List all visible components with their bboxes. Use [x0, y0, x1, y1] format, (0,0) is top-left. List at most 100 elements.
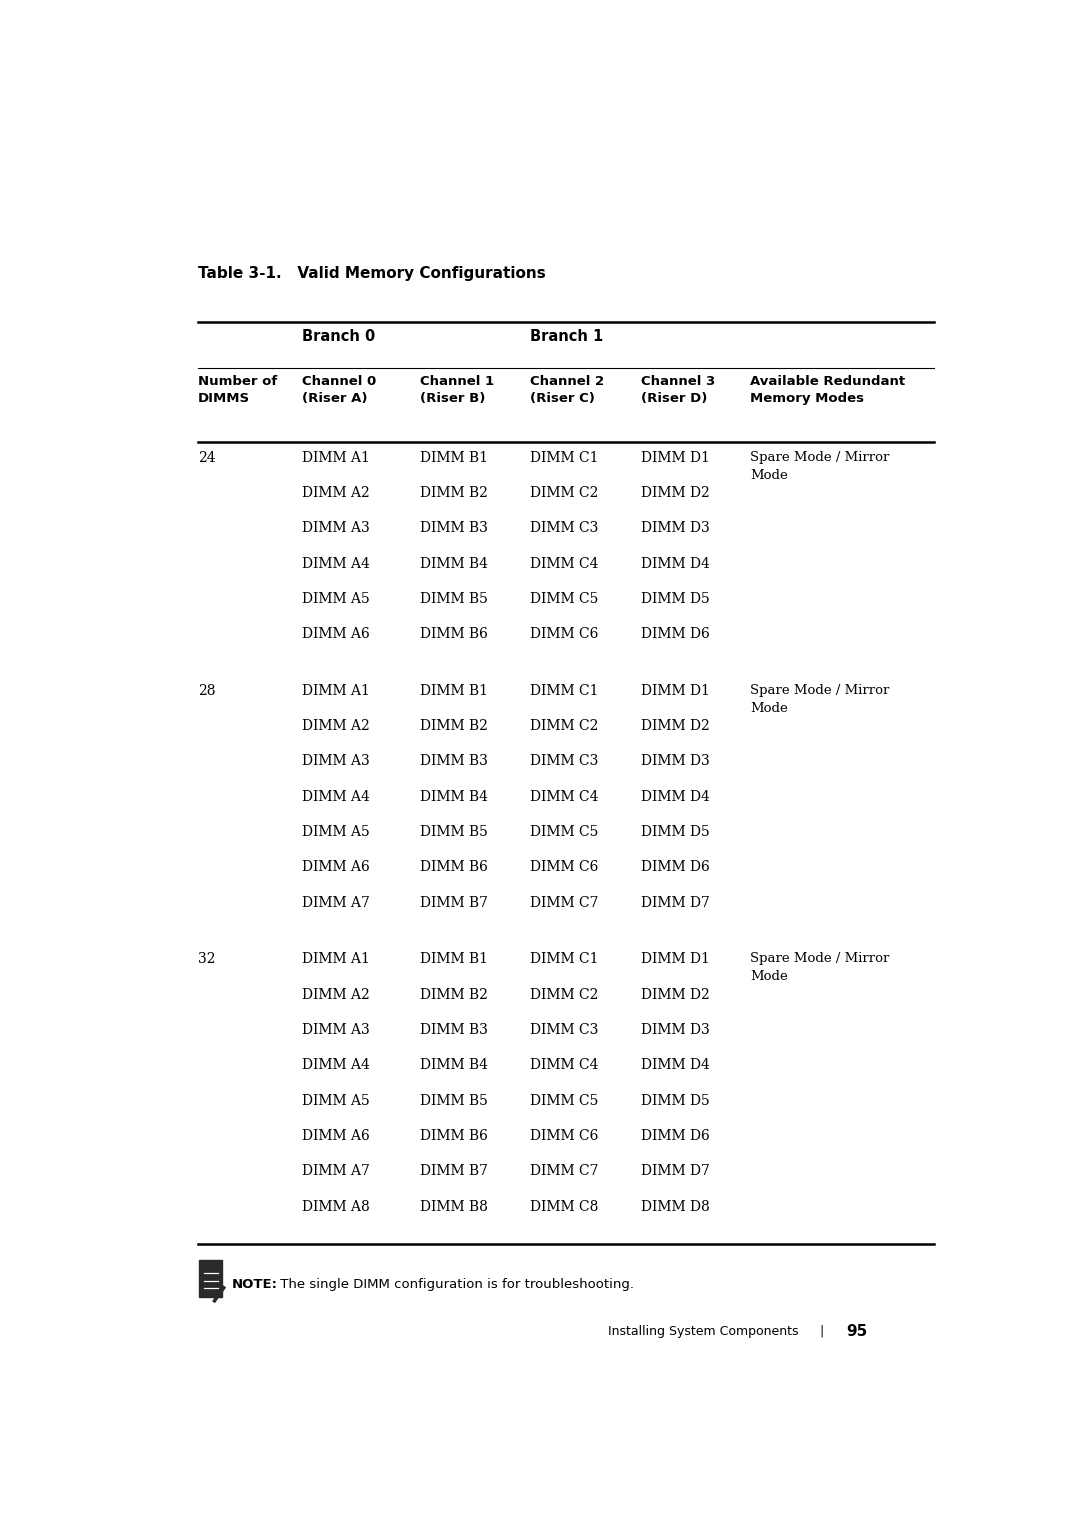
Text: DIMM C3: DIMM C3: [530, 521, 598, 535]
Text: 24: 24: [198, 451, 215, 465]
Text: DIMM C4: DIMM C4: [530, 790, 598, 804]
Text: DIMM A4: DIMM A4: [302, 790, 370, 804]
Text: DIMM D5: DIMM D5: [640, 592, 710, 605]
Text: DIMM C4: DIMM C4: [530, 557, 598, 570]
Text: DIMM D5: DIMM D5: [640, 1093, 710, 1107]
Text: DIMM A6: DIMM A6: [302, 861, 370, 875]
Text: DIMM D4: DIMM D4: [640, 557, 710, 570]
Text: DIMM C5: DIMM C5: [530, 826, 598, 839]
Text: DIMM D3: DIMM D3: [640, 521, 710, 535]
Text: DIMM B6: DIMM B6: [420, 861, 487, 875]
Text: DIMM D2: DIMM D2: [640, 988, 710, 1001]
Text: DIMM D6: DIMM D6: [640, 627, 710, 641]
Text: DIMM B6: DIMM B6: [420, 627, 487, 641]
Text: DIMM C1: DIMM C1: [530, 451, 598, 465]
Text: DIMM D6: DIMM D6: [640, 861, 710, 875]
Text: DIMM C1: DIMM C1: [530, 953, 598, 966]
Text: Channel 0
(Riser A): Channel 0 (Riser A): [302, 376, 377, 405]
Text: DIMM C5: DIMM C5: [530, 1093, 598, 1107]
Text: The single DIMM configuration is for troubleshooting.: The single DIMM configuration is for tro…: [275, 1278, 634, 1292]
Text: DIMM D3: DIMM D3: [640, 1023, 710, 1037]
Text: DIMM A3: DIMM A3: [302, 521, 370, 535]
Text: DIMM B6: DIMM B6: [420, 1128, 487, 1142]
Text: DIMM D1: DIMM D1: [640, 683, 710, 697]
Text: DIMM A4: DIMM A4: [302, 557, 370, 570]
Text: DIMM A5: DIMM A5: [302, 826, 370, 839]
Text: DIMM C7: DIMM C7: [530, 1164, 598, 1179]
Text: DIMM A2: DIMM A2: [302, 719, 370, 734]
Text: DIMM D4: DIMM D4: [640, 790, 710, 804]
Text: DIMM B3: DIMM B3: [420, 521, 487, 535]
Text: DIMM C6: DIMM C6: [530, 861, 598, 875]
Text: Channel 2
(Riser C): Channel 2 (Riser C): [530, 376, 604, 405]
Text: DIMM C2: DIMM C2: [530, 719, 598, 734]
Text: DIMM B2: DIMM B2: [420, 486, 487, 500]
Text: DIMM C7: DIMM C7: [530, 896, 598, 910]
Text: DIMM A3: DIMM A3: [302, 754, 370, 769]
Text: Channel 3
(Riser D): Channel 3 (Riser D): [640, 376, 715, 405]
Text: Channel 1
(Riser B): Channel 1 (Riser B): [420, 376, 494, 405]
Text: Installing System Components: Installing System Components: [608, 1324, 798, 1338]
Text: DIMM A4: DIMM A4: [302, 1058, 370, 1072]
Text: DIMM A8: DIMM A8: [302, 1200, 370, 1214]
Text: DIMM B7: DIMM B7: [420, 1164, 487, 1179]
Text: DIMM C8: DIMM C8: [530, 1200, 598, 1214]
Text: DIMM D7: DIMM D7: [640, 1164, 710, 1179]
Text: DIMM B1: DIMM B1: [420, 451, 487, 465]
Text: DIMM B1: DIMM B1: [420, 683, 487, 697]
Text: |: |: [820, 1324, 823, 1338]
Text: 95: 95: [847, 1324, 867, 1339]
Text: DIMM A1: DIMM A1: [302, 683, 370, 697]
Text: DIMM B2: DIMM B2: [420, 719, 487, 734]
Text: DIMM B5: DIMM B5: [420, 1093, 487, 1107]
Text: DIMM D2: DIMM D2: [640, 719, 710, 734]
Text: DIMM B4: DIMM B4: [420, 1058, 487, 1072]
Text: Available Redundant
Memory Modes: Available Redundant Memory Modes: [751, 376, 905, 405]
Text: DIMM B3: DIMM B3: [420, 1023, 487, 1037]
Text: DIMM D5: DIMM D5: [640, 826, 710, 839]
Text: DIMM A1: DIMM A1: [302, 451, 370, 465]
Text: DIMM A7: DIMM A7: [302, 1164, 370, 1179]
Text: DIMM A6: DIMM A6: [302, 627, 370, 641]
Text: DIMM A5: DIMM A5: [302, 592, 370, 605]
Text: Spare Mode / Mirror
Mode: Spare Mode / Mirror Mode: [751, 953, 890, 983]
Text: DIMM B4: DIMM B4: [420, 790, 487, 804]
Text: Spare Mode / Mirror
Mode: Spare Mode / Mirror Mode: [751, 683, 890, 716]
Text: DIMM D2: DIMM D2: [640, 486, 710, 500]
Text: Spare Mode / Mirror
Mode: Spare Mode / Mirror Mode: [751, 451, 890, 482]
Text: DIMM B4: DIMM B4: [420, 557, 487, 570]
Text: Table 3-1.   Valid Memory Configurations: Table 3-1. Valid Memory Configurations: [198, 266, 545, 281]
Text: DIMM D1: DIMM D1: [640, 451, 710, 465]
Text: DIMM C6: DIMM C6: [530, 1128, 598, 1142]
Text: DIMM A1: DIMM A1: [302, 953, 370, 966]
Text: DIMM A3: DIMM A3: [302, 1023, 370, 1037]
Text: DIMM D7: DIMM D7: [640, 896, 710, 910]
Text: DIMM C2: DIMM C2: [530, 988, 598, 1001]
Text: DIMM A6: DIMM A6: [302, 1128, 370, 1142]
Text: DIMM B2: DIMM B2: [420, 988, 487, 1001]
Text: DIMM D3: DIMM D3: [640, 754, 710, 769]
Text: DIMM B8: DIMM B8: [420, 1200, 487, 1214]
Text: DIMM C2: DIMM C2: [530, 486, 598, 500]
Text: DIMM B1: DIMM B1: [420, 953, 487, 966]
Text: DIMM D4: DIMM D4: [640, 1058, 710, 1072]
Text: NOTE:: NOTE:: [231, 1278, 278, 1292]
Text: DIMM B3: DIMM B3: [420, 754, 487, 769]
Text: DIMM A7: DIMM A7: [302, 896, 370, 910]
Text: DIMM B5: DIMM B5: [420, 826, 487, 839]
Text: DIMM D1: DIMM D1: [640, 953, 710, 966]
Text: DIMM C3: DIMM C3: [530, 1023, 598, 1037]
Text: Branch 1: Branch 1: [530, 329, 604, 344]
Text: DIMM A2: DIMM A2: [302, 988, 370, 1001]
Text: 32: 32: [198, 953, 215, 966]
FancyBboxPatch shape: [200, 1260, 222, 1297]
Text: DIMM B5: DIMM B5: [420, 592, 487, 605]
Text: DIMM D8: DIMM D8: [640, 1200, 710, 1214]
Text: DIMM D6: DIMM D6: [640, 1128, 710, 1142]
Text: DIMM A5: DIMM A5: [302, 1093, 370, 1107]
Text: 28: 28: [198, 683, 215, 697]
Text: DIMM B7: DIMM B7: [420, 896, 487, 910]
Text: DIMM C5: DIMM C5: [530, 592, 598, 605]
Text: DIMM C4: DIMM C4: [530, 1058, 598, 1072]
Text: DIMM C1: DIMM C1: [530, 683, 598, 697]
